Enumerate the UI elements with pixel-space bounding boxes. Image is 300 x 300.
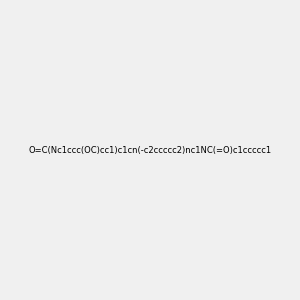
Text: O=C(Nc1ccc(OC)cc1)c1cn(-c2ccccc2)nc1NC(=O)c1ccccc1: O=C(Nc1ccc(OC)cc1)c1cn(-c2ccccc2)nc1NC(=… [28,146,272,154]
